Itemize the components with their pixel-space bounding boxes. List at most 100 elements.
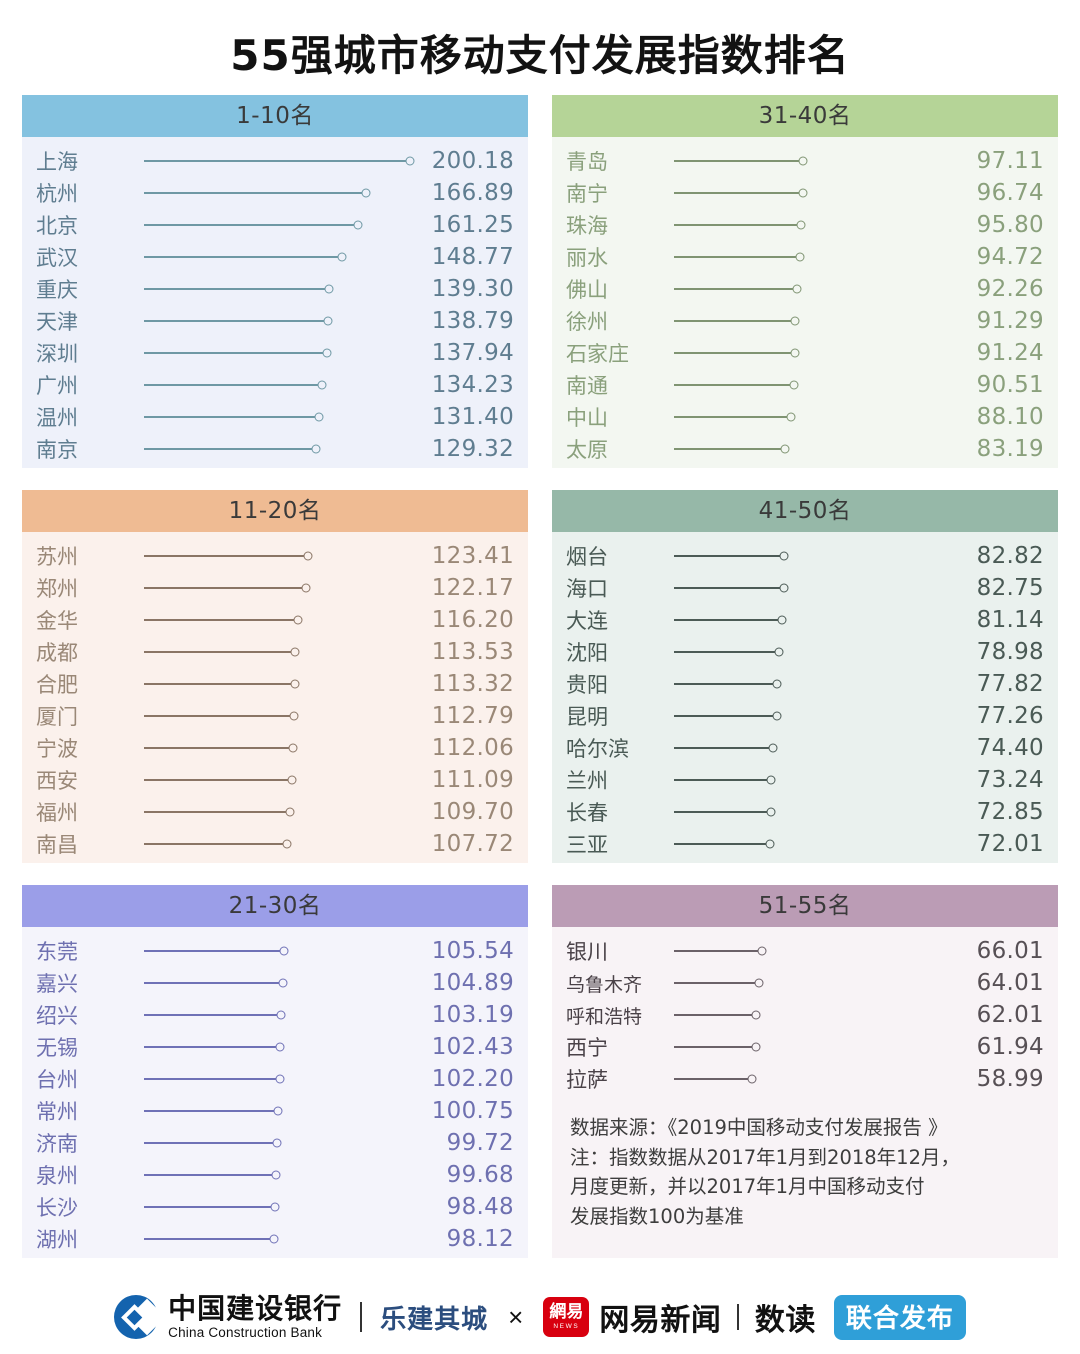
table-row: 宁波 112.06	[36, 732, 514, 764]
value-bar	[674, 369, 940, 401]
bar-line	[674, 1014, 757, 1016]
city-label: 南宁	[566, 182, 608, 206]
panel-body-rank-11-20: 苏州 123.41 郑州 122.17 金华 116.20 成都 113.53 合肥 113.32…	[22, 532, 528, 863]
table-row: 南宁 96.74	[566, 177, 1044, 209]
bar-endpoint-dot	[766, 775, 776, 785]
joint-release-badge: 联合发布	[833, 1294, 966, 1340]
index-value: 91.29	[976, 308, 1044, 334]
value-bar	[144, 604, 410, 636]
city-label: 武汉	[36, 246, 78, 270]
bar-line	[144, 448, 316, 450]
table-row: 重庆 139.30	[36, 273, 514, 305]
table-row: 福州 109.70	[36, 796, 514, 828]
value-bar	[674, 636, 940, 668]
bar-endpoint-dot	[790, 316, 800, 326]
table-row: 西安 111.09	[36, 764, 514, 796]
table-row: 兰州 73.24	[566, 764, 1044, 796]
table-row: 青岛 97.11	[566, 145, 1044, 177]
index-value: 77.26	[976, 703, 1044, 729]
table-row: 海口 82.75	[566, 572, 1044, 604]
value-bar	[144, 401, 410, 433]
bar-line	[144, 1206, 275, 1208]
value-bar	[144, 1063, 410, 1095]
bar-endpoint-dot	[353, 220, 363, 230]
table-row: 三亚 72.01	[566, 828, 1044, 860]
bar-endpoint-dot	[789, 380, 799, 390]
bar-endpoint-dot	[279, 946, 289, 956]
index-value: 77.82	[976, 671, 1044, 697]
city-label: 宁波	[36, 737, 78, 761]
value-bar	[674, 241, 940, 273]
index-value: 113.53	[431, 639, 514, 665]
city-label: 沈阳	[566, 641, 608, 665]
value-bar	[144, 700, 410, 732]
city-label: 西宁	[566, 1036, 608, 1060]
bar-line	[144, 224, 359, 226]
city-label: 广州	[36, 374, 78, 398]
bar-endpoint-dot	[323, 316, 333, 326]
panel-rank-31-40: 31-40名 青岛 97.11 南宁 96.74 珠海 95.80 丽水 94.72 佛山 92.2…	[552, 95, 1058, 468]
city-label: 南通	[566, 374, 608, 398]
bar-line	[144, 160, 410, 162]
bar-line	[674, 384, 795, 386]
footer-logos: 中国建设银行 China Construction Bank 乐建其城 × 網易…	[0, 1286, 1080, 1348]
table-row: 昆明 77.26	[566, 700, 1044, 732]
value-bar	[674, 401, 940, 433]
city-label: 长春	[566, 801, 608, 825]
source-note-line: 月度更新，并以2017年1月中国移动支付	[570, 1175, 925, 1199]
bar-line	[674, 320, 796, 322]
table-row: 郑州 122.17	[36, 572, 514, 604]
bar-endpoint-dot	[270, 1202, 280, 1212]
index-value: 61.94	[976, 1034, 1044, 1060]
value-bar	[674, 540, 940, 572]
table-row: 台州 102.20	[36, 1063, 514, 1095]
table-row: 南京 129.32	[36, 433, 514, 465]
value-bar	[144, 241, 410, 273]
table-row: 合肥 113.32	[36, 668, 514, 700]
bar-line	[674, 256, 800, 258]
panel-header-rank-51-55: 51-55名	[552, 885, 1058, 927]
index-value: 112.79	[431, 703, 514, 729]
city-label: 长沙	[36, 1196, 78, 1220]
bar-endpoint-dot	[779, 551, 789, 561]
panel-body-rank-51-55: 银川 66.01 乌鲁木齐 64.01 呼和浩特 62.01 西宁 61.94 拉萨 58.99 数…	[552, 927, 1058, 1258]
index-value: 139.30	[431, 276, 514, 302]
index-value: 66.01	[976, 938, 1044, 964]
index-value: 134.23	[431, 372, 514, 398]
bar-line	[674, 811, 771, 813]
value-bar	[674, 433, 940, 465]
city-label: 呼和浩特	[566, 1005, 643, 1028]
value-bar	[674, 305, 940, 337]
panel-body-rank-21-30: 东莞 105.54 嘉兴 104.89 绍兴 103.19 无锡 102.43 台州 102.20…	[22, 927, 528, 1258]
index-value: 166.89	[431, 180, 514, 206]
table-row: 大连 81.14	[566, 604, 1044, 636]
index-value: 113.32	[431, 671, 514, 697]
bar-line	[674, 683, 778, 685]
value-bar	[674, 796, 940, 828]
bar-endpoint-dot	[303, 551, 313, 561]
bar-endpoint-dot	[311, 444, 321, 454]
ccb-logo-icon	[114, 1295, 166, 1339]
city-label: 济南	[36, 1132, 78, 1156]
bar-line	[144, 811, 290, 813]
panel-header-rank-1-10: 1-10名	[22, 95, 528, 137]
bar-endpoint-dot	[275, 1042, 285, 1052]
index-value: 104.89	[431, 970, 514, 996]
index-value: 62.01	[976, 1002, 1044, 1028]
city-label: 上海	[36, 150, 78, 174]
city-label: 丽水	[566, 246, 608, 270]
bar-line	[144, 256, 342, 258]
panel-rank-51-55: 51-55名 银川 66.01 乌鲁木齐 64.01 呼和浩特 62.01 西宁 61.94 拉萨…	[552, 885, 1058, 1258]
table-row: 哈尔滨 74.40	[566, 732, 1044, 764]
table-row: 成都 113.53	[36, 636, 514, 668]
city-label: 珠海	[566, 214, 608, 238]
city-label: 厦门	[36, 705, 78, 729]
bar-endpoint-dot	[798, 156, 808, 166]
value-bar	[674, 273, 940, 305]
bar-endpoint-dot	[405, 156, 415, 166]
table-row: 呼和浩特 62.01	[566, 999, 1044, 1031]
bar-endpoint-dot	[766, 807, 776, 817]
index-value: 64.01	[976, 970, 1044, 996]
panel-rank-11-20: 11-20名 苏州 123.41 郑州 122.17 金华 116.20 成都 113.53 合肥…	[22, 490, 528, 863]
value-bar	[674, 999, 940, 1031]
